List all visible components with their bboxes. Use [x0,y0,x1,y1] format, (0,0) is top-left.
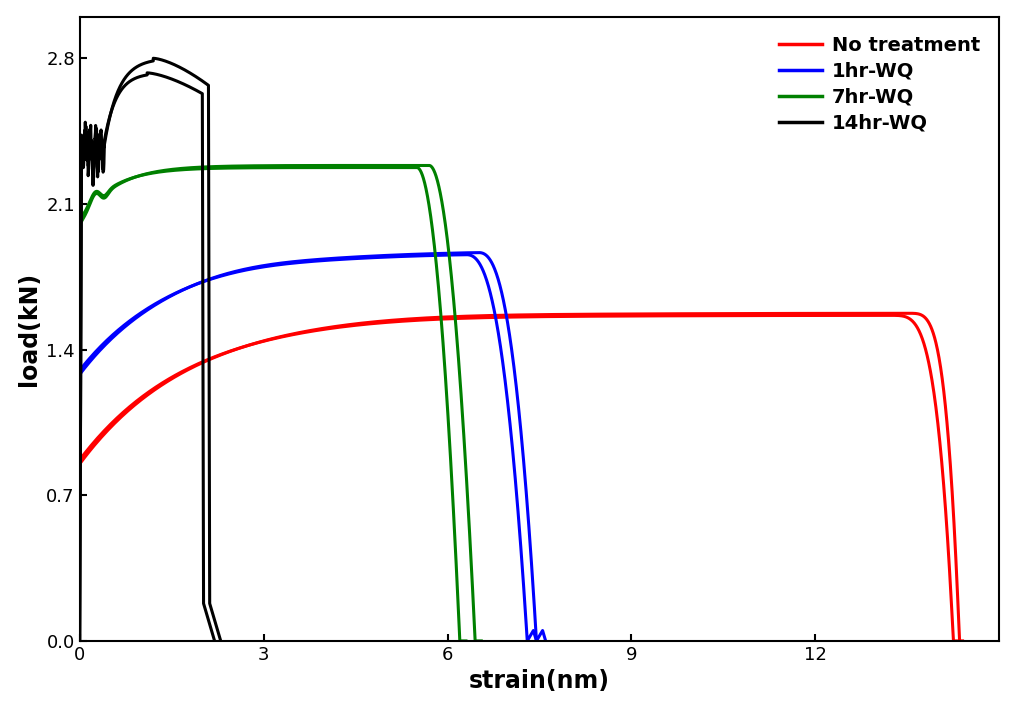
14hr-WQ [111,90,123,99]
Y-axis label: load(kN): load(kN) [16,272,41,386]
14hr-WQ [126,65,138,74]
14hr-WQ [147,54,160,62]
Legend: No treatment, 1hr-WQ, 7hr-WQ, 14hr-WQ: No treatment, 1hr-WQ, 7hr-WQ, 14hr-WQ [769,26,990,142]
No treatment [901,309,913,317]
1hr-WQ [133,311,145,320]
7hr-WQ [145,168,157,177]
7hr-WQ [423,161,435,170]
1hr-WQ [472,248,485,257]
Line: 1hr-WQ: 1hr-WQ [79,253,546,641]
14hr-WQ [214,637,227,645]
No treatment [282,331,295,339]
7hr-WQ [439,217,451,225]
Line: 14hr-WQ: 14hr-WQ [79,58,220,641]
No treatment [953,637,965,645]
14hr-WQ [102,122,114,131]
No treatment [914,310,927,319]
7hr-WQ [213,162,226,170]
7hr-WQ [475,637,488,645]
Line: No treatment: No treatment [79,313,962,641]
1hr-WQ [92,347,105,356]
1hr-WQ [256,261,268,270]
1hr-WQ [266,260,278,268]
No treatment [956,637,968,645]
No treatment [937,376,949,385]
7hr-WQ [469,637,482,645]
7hr-WQ [73,220,85,229]
1hr-WQ [73,370,85,378]
X-axis label: strain(nm): strain(nm) [469,670,610,694]
No treatment [589,310,601,319]
7hr-WQ [402,161,415,170]
No treatment [565,310,577,319]
7hr-WQ [451,334,463,343]
No treatment [927,328,939,337]
14hr-WQ [82,168,94,177]
1hr-WQ [447,249,459,258]
1hr-WQ [530,637,543,645]
14hr-WQ [207,612,219,621]
No treatment [73,459,85,468]
14hr-WQ [73,637,85,645]
Line: 7hr-WQ: 7hr-WQ [79,165,482,641]
1hr-WQ [492,275,504,283]
14hr-WQ [108,99,120,107]
7hr-WQ [474,637,487,645]
1hr-WQ [539,637,552,645]
